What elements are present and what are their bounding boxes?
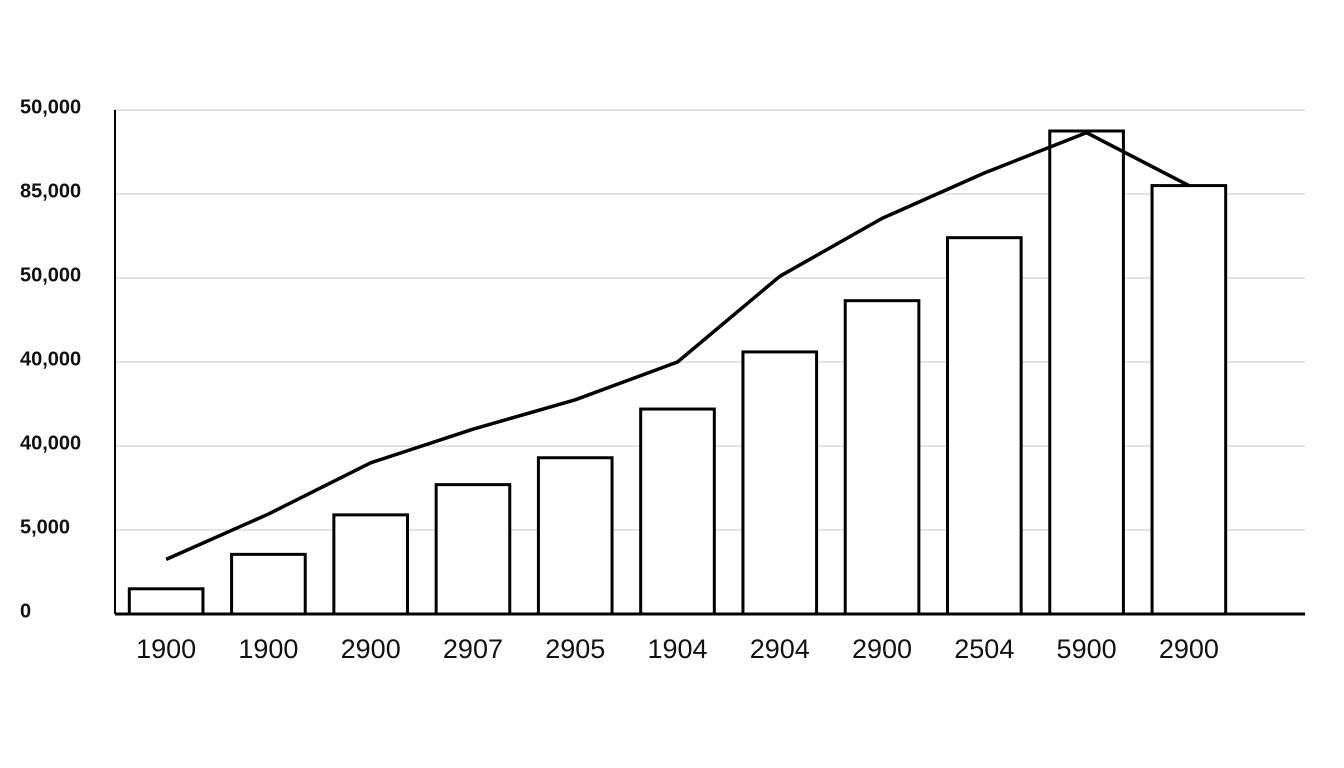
x-tick-label: 2907 (443, 634, 503, 664)
bar (1150, 184, 1228, 616)
y-tick-label: 5,000 (20, 516, 70, 538)
x-tick-label: 1900 (238, 634, 298, 664)
x-tick-label: 5900 (1057, 634, 1117, 664)
y-tick-label: 0 (20, 600, 31, 622)
x-tick-label: 2900 (341, 634, 401, 664)
x-tick-label: 1904 (647, 634, 707, 664)
x-tick-label: 2900 (1159, 634, 1219, 664)
y-tick-label: 50,000 (20, 264, 81, 286)
line (165, 130, 1190, 561)
x-tick-label: 1900 (136, 634, 196, 664)
bar (639, 407, 716, 616)
bar (332, 513, 410, 616)
bar (1048, 129, 1125, 616)
bar (843, 299, 921, 616)
bar (946, 236, 1023, 616)
y-tick-label: 40,000 (20, 432, 81, 454)
x-tick-label: 2904 (750, 634, 810, 664)
x-tick-label: 2900 (852, 634, 912, 664)
bar (536, 456, 614, 616)
y-tick-label: 85,000 (20, 180, 81, 202)
bar (127, 587, 205, 616)
bar (230, 552, 307, 616)
x-tick-label: 2905 (545, 634, 605, 664)
bar (434, 483, 512, 616)
y-tick-label: 50,000 (20, 96, 81, 118)
bar (741, 350, 819, 616)
x-tick-label: 2504 (954, 634, 1014, 664)
y-tick-label: 40,000 (20, 348, 81, 370)
